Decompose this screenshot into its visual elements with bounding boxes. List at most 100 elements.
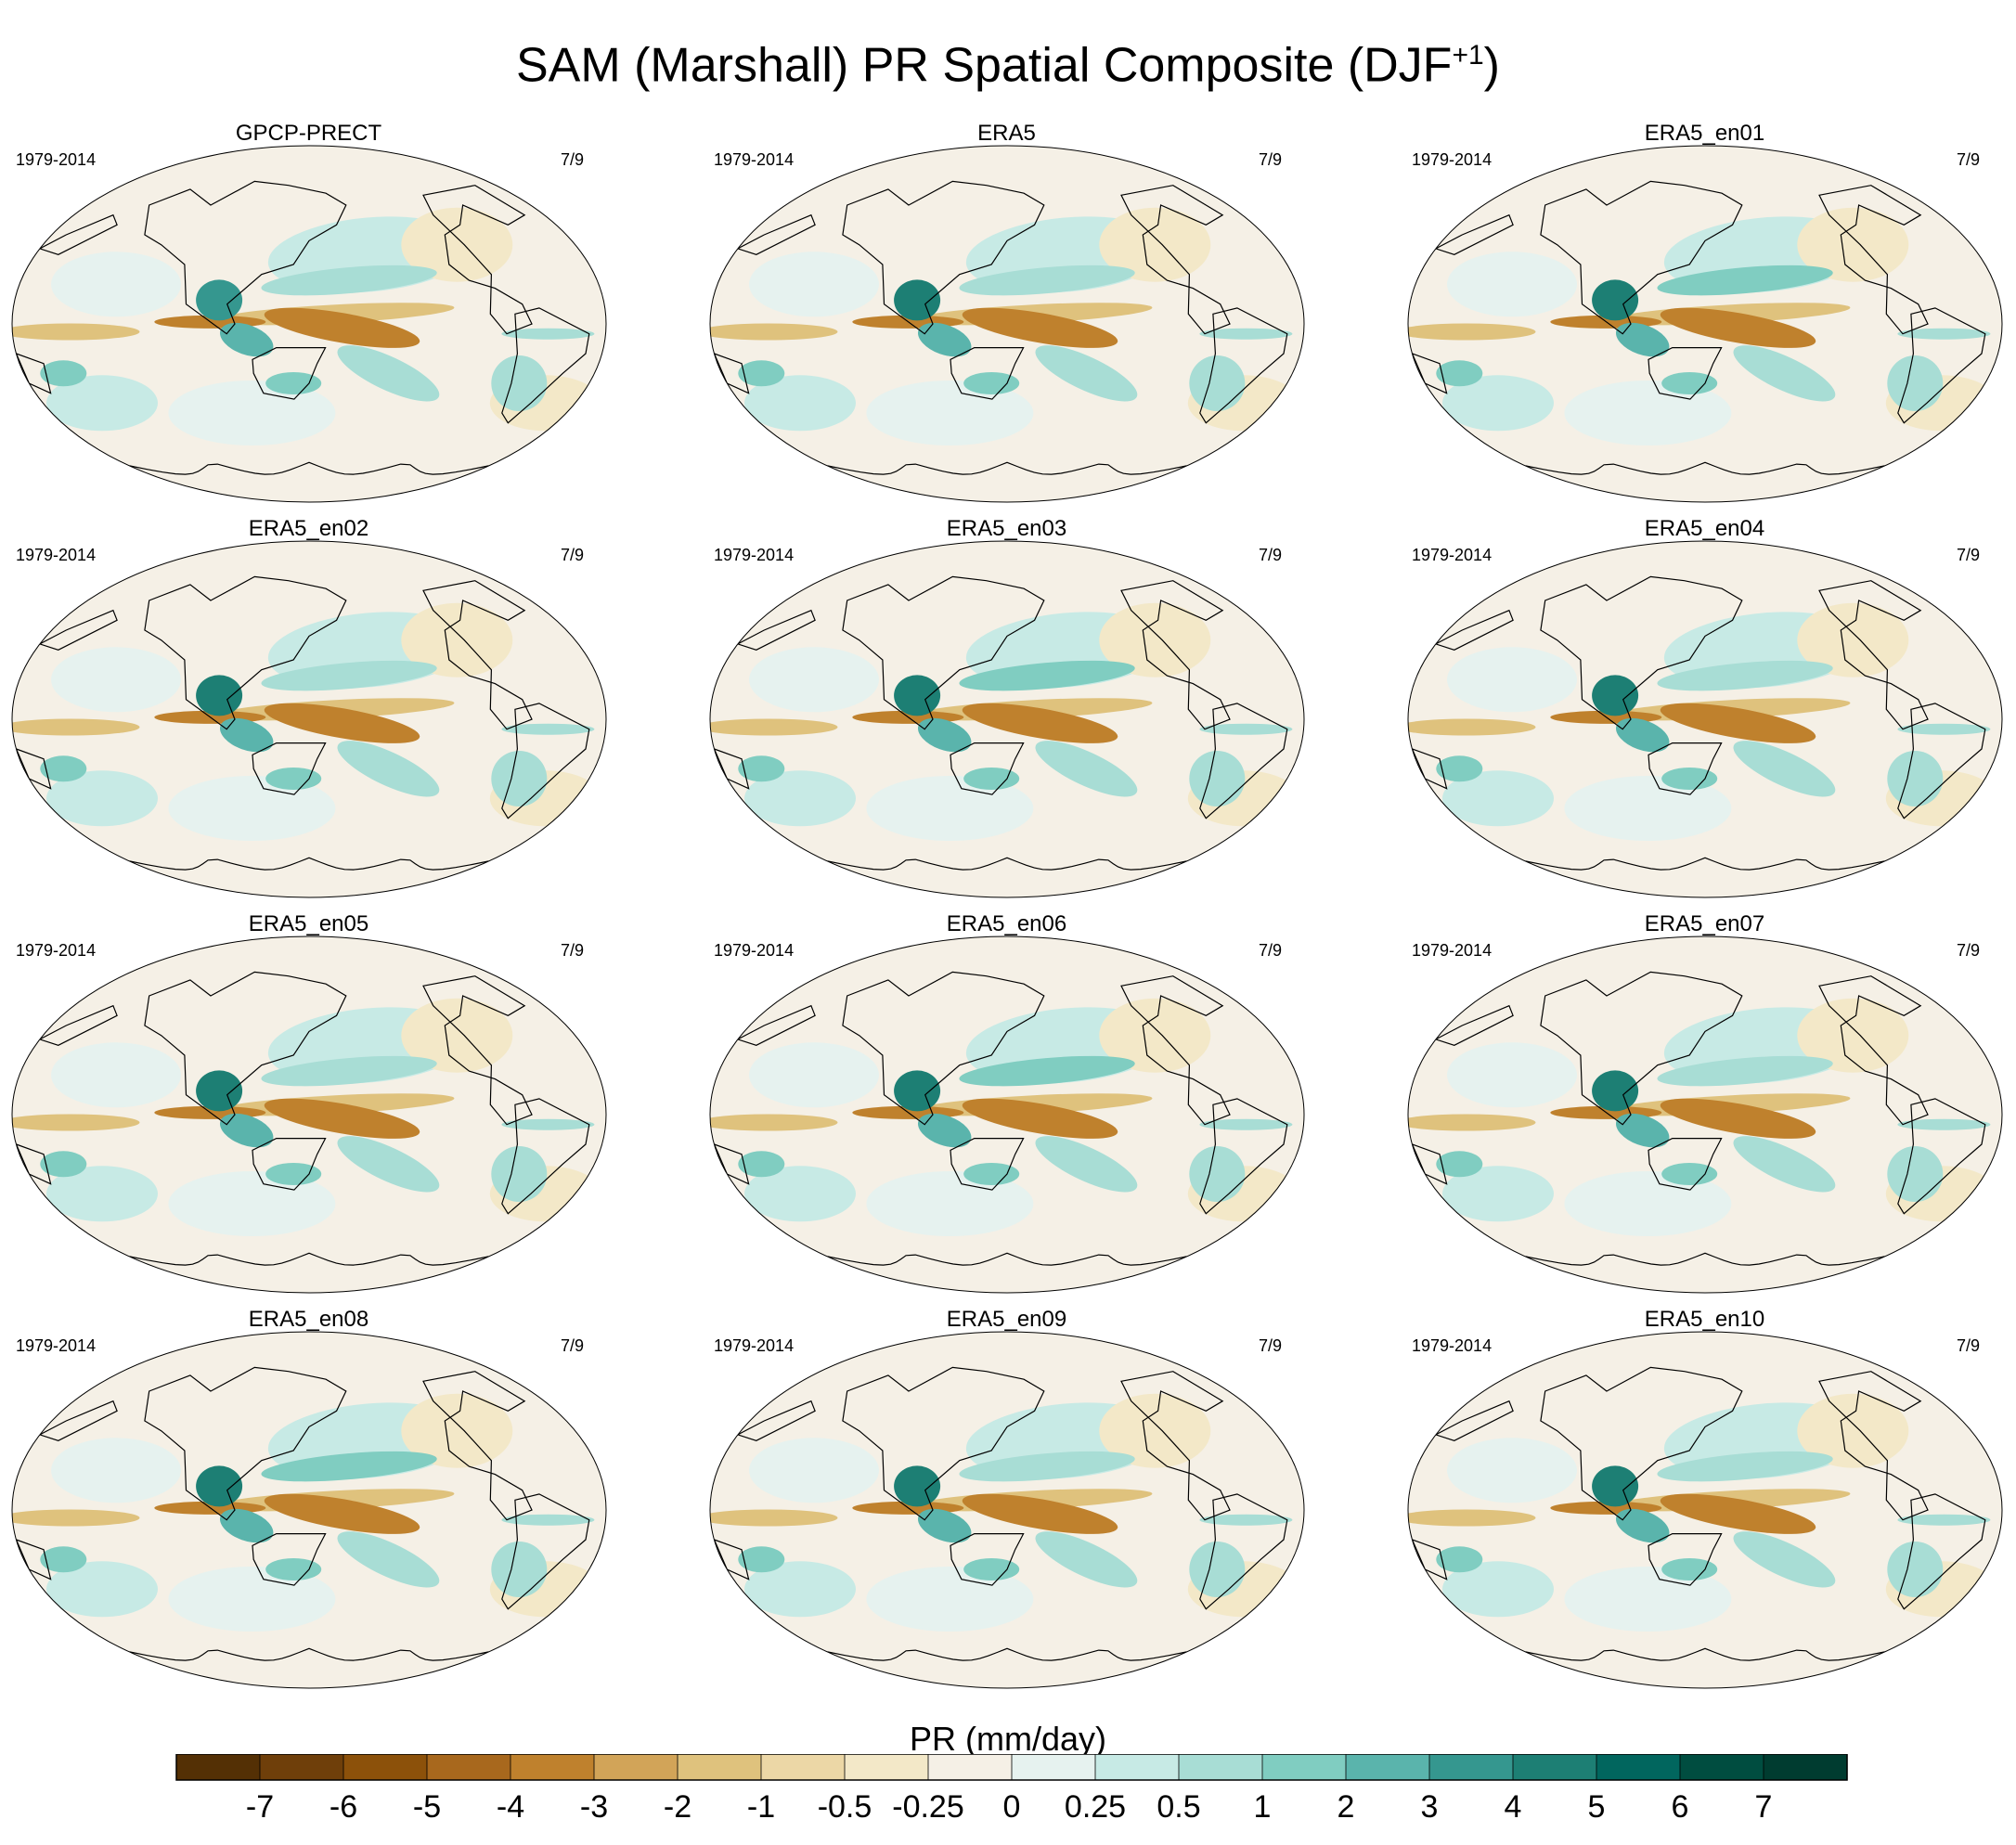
anomaly-patch: [401, 998, 513, 1073]
figure-title: SAM (Marshall) PR Spatial Composite (DJF…: [515, 38, 1500, 93]
panel-period: 1979-2014: [714, 546, 795, 564]
anomaly-patch: [168, 381, 336, 445]
coastline: [1434, 1400, 1514, 1441]
anomaly-patch: [40, 755, 87, 782]
map-panel: ERA5_en05 1979-2014 7/9: [0, 911, 668, 1310]
anomaly-patch: [264, 307, 420, 348]
coastline: [1818, 185, 1929, 335]
anomaly-patch: [1564, 1567, 1732, 1632]
colorbar-segment: [1680, 1754, 1764, 1780]
anomaly-patch: [1199, 1118, 1293, 1130]
anomaly-patch: [963, 1163, 1020, 1185]
anomaly-patch: [51, 1438, 181, 1503]
anomaly-patch: [40, 1546, 87, 1573]
map-panel: ERA5_en03 1979-2014 7/9: [698, 516, 1366, 915]
anomaly-patch: [894, 1070, 941, 1112]
colorbar-tick-label: 6: [1672, 1789, 1689, 1825]
map-projection: [709, 145, 1305, 503]
anomaly-patch: [1442, 375, 1554, 432]
anomaly-patch: [12, 1114, 140, 1131]
coastline: [252, 347, 327, 400]
anomaly-patch: [196, 1070, 243, 1112]
colorbar-segment: [260, 1754, 344, 1780]
anomaly-patch: [1660, 703, 1816, 743]
anomaly-patch: [1733, 1136, 1836, 1193]
coastline: [1818, 975, 1929, 1126]
colorbar-segment: [1262, 1754, 1347, 1780]
anomaly-patch: [1657, 264, 1833, 296]
coastline: [1897, 1098, 1986, 1215]
anomaly-patch: [1615, 322, 1670, 357]
map-border: [11, 145, 607, 503]
colorbar-segment: [343, 1754, 428, 1780]
anomaly-patch: [12, 323, 140, 341]
panel-title: ERA5_en04: [1644, 516, 1765, 541]
map-border: [1407, 145, 2003, 503]
coastline: [950, 347, 1025, 400]
anomaly-patch: [491, 1146, 548, 1202]
anomaly-patch: [337, 345, 440, 402]
panel-count: 7/9: [1259, 150, 1283, 169]
anomaly-patch: [738, 1546, 785, 1573]
anomaly-patch: [1199, 1514, 1293, 1526]
anomaly-patch: [1035, 345, 1138, 402]
anomaly-patch: [744, 770, 856, 827]
colorbar-tick-label: -6: [330, 1789, 357, 1825]
coastline: [1199, 1098, 1288, 1215]
coastline: [1818, 1371, 1929, 1521]
panel-period: 1979-2014: [16, 1336, 97, 1355]
coastline: [1411, 1538, 1448, 1581]
coastline: [1411, 352, 1448, 394]
antarctica-coastline: [129, 1647, 489, 1661]
map-projection: [1407, 145, 2003, 503]
panel-period: 1979-2014: [16, 941, 97, 960]
coastline: [144, 1366, 347, 1521]
panel-period: 1979-2014: [714, 1336, 795, 1355]
map-projection: [709, 540, 1305, 898]
map-projection: [11, 540, 607, 898]
colorbar-tick-label: -2: [664, 1789, 691, 1825]
panel-title: ERA5_en05: [248, 911, 369, 936]
anomaly-patch: [40, 1151, 87, 1178]
coastline: [1897, 307, 1986, 424]
anomaly-patch: [1442, 770, 1554, 827]
anomaly-patch: [1733, 1531, 1836, 1588]
map-border: [709, 540, 1305, 898]
panel-period: 1979-2014: [1412, 150, 1493, 169]
coastline: [1540, 575, 1743, 730]
colorbar-tick-label: -7: [246, 1789, 274, 1825]
anomaly-patch: [1408, 323, 1536, 341]
coastline: [38, 1004, 118, 1046]
coastline: [1648, 1138, 1723, 1191]
map-projection: [1407, 1331, 2003, 1689]
anomaly-patch: [738, 755, 785, 782]
coastline: [1897, 1493, 1986, 1610]
coastline: [713, 1142, 750, 1185]
anomaly-patch: [710, 1114, 838, 1131]
antarctica-coastline: [827, 1252, 1187, 1266]
anomaly-patch: [401, 1393, 513, 1468]
panel-title: ERA5_en02: [248, 516, 369, 541]
colorbar-segment: [1596, 1754, 1681, 1780]
anomaly-patch: [501, 1514, 595, 1526]
anomaly-patch: [1199, 723, 1293, 735]
colorbar-title: PR (mm/day): [909, 1720, 1106, 1758]
coastline: [842, 971, 1045, 1126]
coastline: [38, 1400, 118, 1441]
panel-period: 1979-2014: [1412, 546, 1493, 564]
anomaly-patch: [962, 307, 1118, 348]
anomaly-patch: [46, 770, 158, 827]
anomaly-patch: [1189, 751, 1246, 806]
coastline: [950, 742, 1025, 795]
colorbar-tick-label: 5: [1588, 1789, 1606, 1825]
coastline: [1120, 580, 1231, 730]
map-panel: ERA5_en09 1979-2014 7/9: [698, 1307, 1366, 1706]
anomaly-patch: [1797, 1393, 1909, 1468]
coastline: [1648, 1533, 1723, 1586]
coastline: [842, 575, 1045, 730]
coastline: [713, 352, 750, 394]
anomaly-patch: [959, 264, 1135, 296]
coastline: [1540, 971, 1743, 1126]
colorbar-tick-label: 0.25: [1065, 1789, 1126, 1825]
anomaly-patch: [40, 360, 87, 387]
